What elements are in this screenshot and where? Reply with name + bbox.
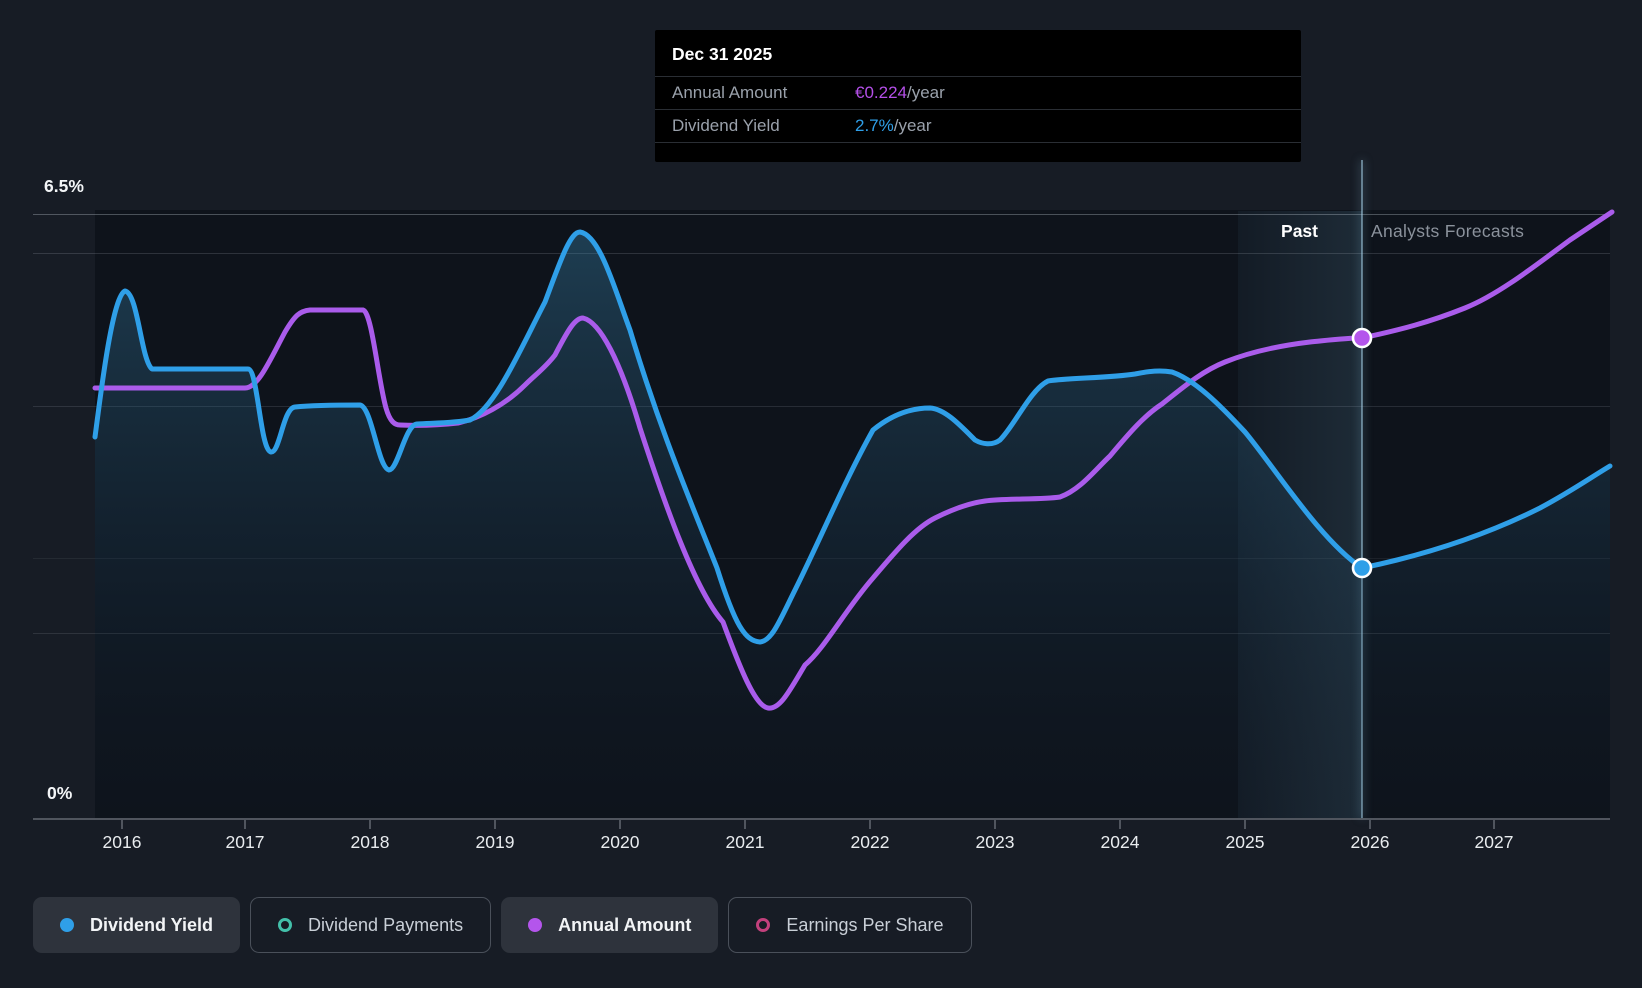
- x-tick-label: 2016: [102, 832, 142, 852]
- x-tick-label: 2024: [1100, 832, 1140, 852]
- x-tick-label: 2026: [1350, 832, 1390, 852]
- dividend-yield-dot-icon: [60, 918, 74, 932]
- gridline-4: [33, 558, 1610, 559]
- plot-area: [95, 210, 1610, 818]
- tooltip-row-annual-amount: Annual Amount €0.224/year: [655, 77, 1301, 109]
- past-year-highlight-band: [1238, 211, 1362, 818]
- gridline-2: [33, 253, 1610, 254]
- x-tick: [121, 820, 123, 829]
- x-tick: [744, 820, 746, 829]
- tooltip-row-dividend-yield: Dividend Yield 2.7%/year: [655, 110, 1301, 142]
- x-tick: [1119, 820, 1121, 829]
- x-tick: [1244, 820, 1246, 829]
- tooltip-separator: [655, 142, 1301, 143]
- x-tick-label: 2022: [850, 832, 890, 852]
- x-tick-label: 2018: [350, 832, 390, 852]
- hover-tooltip: Dec 31 2025 Annual Amount €0.224/year Di…: [655, 30, 1301, 162]
- legend: Dividend Yield Dividend Payments Annual …: [33, 897, 972, 953]
- x-tick: [369, 820, 371, 829]
- legend-label: Dividend Yield: [90, 914, 214, 935]
- legend-label: Annual Amount: [558, 914, 692, 935]
- legend-toggle-annual-amount[interactable]: Annual Amount: [501, 897, 719, 953]
- legend-toggle-dividend-payments[interactable]: Dividend Payments: [250, 897, 492, 953]
- x-tick-label: 2021: [725, 832, 765, 852]
- tooltip-value: 2.7%/year: [855, 116, 932, 135]
- legend-toggle-dividend-yield[interactable]: Dividend Yield: [33, 897, 241, 953]
- gridline-6-5pct: [33, 214, 1610, 215]
- tooltip-label: Dividend Yield: [672, 116, 780, 135]
- gridline-3: [33, 406, 1610, 407]
- annual-amount-dot-icon: [528, 918, 543, 932]
- forecast-zone-label: Analysts Forecasts: [1371, 221, 1525, 241]
- x-tick-label: 2019: [475, 832, 515, 852]
- past-zone-label: Past: [1281, 221, 1318, 241]
- tooltip-separator: [655, 76, 1301, 77]
- tooltip-value: €0.224/year: [855, 83, 945, 102]
- x-tick-label: 2027: [1474, 832, 1514, 852]
- x-axis-line: [33, 818, 1610, 820]
- x-tick-label: 2023: [975, 832, 1015, 852]
- y-axis-min-label: 0%: [47, 783, 73, 803]
- gridline-5: [33, 633, 1610, 634]
- hover-date-divider-line: [1361, 160, 1363, 818]
- x-tick: [994, 820, 996, 829]
- legend-label: Dividend Payments: [308, 914, 464, 935]
- tooltip-separator: [655, 109, 1301, 110]
- x-tick: [244, 820, 246, 829]
- y-axis-max-label: 6.5%: [44, 176, 84, 196]
- legend-toggle-earnings-per-share[interactable]: Earnings Per Share: [728, 897, 972, 953]
- x-tick: [869, 820, 871, 829]
- x-tick-label: 2020: [600, 832, 640, 852]
- x-tick-label: 2025: [1225, 832, 1265, 852]
- tooltip-date: Dec 31 2025: [672, 44, 773, 64]
- x-tick: [1369, 820, 1371, 829]
- x-tick: [619, 820, 621, 829]
- tooltip-label: Annual Amount: [672, 83, 788, 102]
- x-tick: [1493, 820, 1495, 829]
- earnings-per-share-ring-icon: [756, 918, 771, 932]
- x-tick-label: 2017: [225, 832, 265, 852]
- legend-label: Earnings Per Share: [786, 914, 944, 935]
- dividend-payments-ring-icon: [278, 918, 293, 932]
- x-tick: [494, 820, 496, 829]
